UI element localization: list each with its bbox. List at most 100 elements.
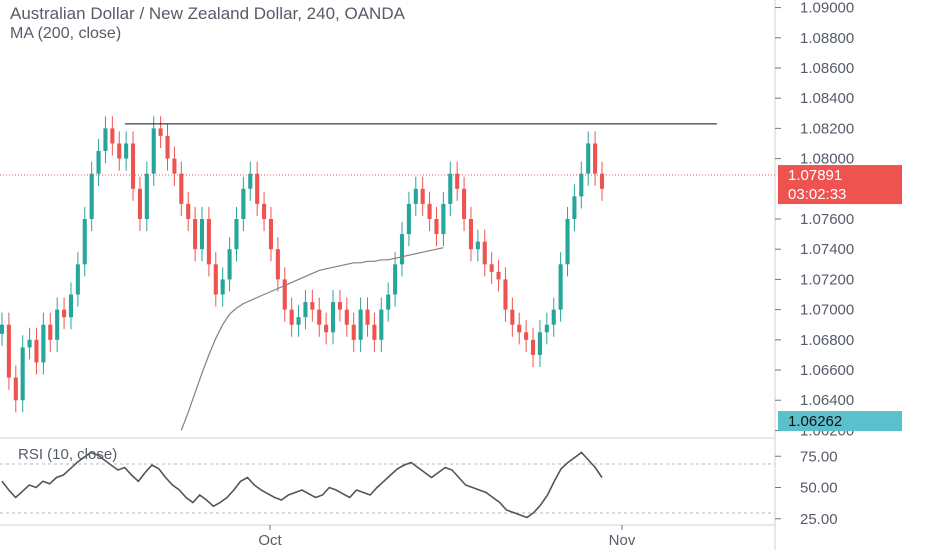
candle	[510, 297, 515, 337]
candle	[434, 206, 439, 247]
candle	[537, 320, 542, 368]
candle	[496, 259, 501, 292]
candle	[234, 206, 239, 262]
candle	[89, 161, 94, 232]
candle	[393, 252, 398, 307]
symbol-title: Australian Dollar / New Zealand Dollar, …	[10, 4, 405, 23]
reference-price-badge	[778, 411, 902, 432]
rsi-tick-label: 50.00	[800, 480, 838, 497]
candle	[48, 312, 53, 352]
price-tick-label: 1.06600	[800, 362, 854, 379]
candle	[62, 297, 67, 330]
candle	[406, 191, 411, 247]
price-tick-label: 1.06400	[800, 392, 854, 409]
candle	[41, 312, 46, 375]
candle	[137, 176, 142, 232]
candle	[55, 297, 60, 352]
candle	[489, 252, 494, 284]
candle	[117, 131, 122, 171]
price-tick-label: 1.07000	[800, 302, 854, 319]
candle	[199, 206, 205, 262]
candle	[572, 184, 577, 232]
candle	[544, 312, 549, 345]
candle	[337, 289, 342, 322]
reference-price-label: 1.06262	[788, 413, 842, 430]
candle	[427, 191, 432, 232]
price-tick-label: 1.08000	[800, 151, 854, 168]
candle	[227, 237, 232, 292]
candle	[68, 282, 74, 330]
countdown-label: 03:02:33	[788, 186, 846, 203]
candle	[20, 335, 25, 413]
candle	[310, 289, 315, 322]
candle	[551, 297, 556, 337]
candle	[441, 191, 446, 247]
candle	[6, 312, 11, 390]
price-tick-label: 1.06800	[800, 332, 854, 349]
candle	[282, 267, 287, 322]
candle	[330, 289, 336, 345]
candle	[248, 161, 253, 201]
candle	[482, 229, 487, 277]
candle	[34, 327, 39, 375]
candle	[206, 206, 211, 277]
price-tick-label: 1.08200	[800, 120, 854, 137]
candle	[399, 222, 405, 277]
candle	[565, 206, 570, 277]
rsi-tick-label: 75.00	[800, 448, 838, 465]
countdown-badge	[778, 184, 902, 205]
rsi-layer	[1, 451, 603, 519]
candle	[503, 267, 508, 322]
candle	[420, 176, 425, 216]
candle	[324, 312, 329, 345]
candle	[262, 191, 267, 232]
candle	[372, 312, 377, 352]
price-tick-label: 1.07200	[800, 271, 854, 288]
candle	[255, 161, 260, 216]
price-tick-label: 1.08800	[800, 30, 854, 47]
candle	[75, 252, 80, 307]
chart-legend: Australian Dollar / New Zealand Dollar, …	[10, 4, 405, 43]
candle	[379, 297, 384, 352]
candle	[468, 206, 474, 262]
candle	[530, 327, 536, 368]
candle	[386, 282, 391, 322]
last-price-badge	[778, 165, 902, 186]
candle	[599, 161, 605, 201]
candle	[82, 206, 87, 277]
candle	[193, 206, 198, 262]
candles	[0, 116, 605, 413]
candle	[186, 191, 191, 232]
ma-layer	[180, 247, 444, 431]
price-tick-label: 1.08600	[800, 60, 854, 77]
candle	[593, 131, 598, 186]
rsi-axis: 75.00 50.00 25.00	[775, 448, 838, 528]
candle	[103, 116, 108, 164]
candle	[172, 146, 177, 186]
time-tick-label: Nov	[609, 532, 636, 549]
rsi-line	[1, 451, 603, 519]
candle	[275, 237, 280, 292]
candle	[241, 176, 246, 232]
price-tick-label: 1.09000	[800, 0, 854, 17]
rsi-tick-label: 25.00	[800, 511, 838, 528]
candle	[475, 229, 480, 262]
candle	[158, 116, 163, 149]
candle	[96, 138, 101, 186]
last-price-label: 1.07891	[788, 167, 842, 184]
candle	[220, 267, 225, 307]
candle	[303, 289, 308, 330]
candle	[558, 252, 563, 322]
candle	[344, 297, 349, 337]
ma-line	[180, 247, 444, 431]
rsi-legend: RSI (10, close)	[18, 446, 118, 463]
price-badges: 1.07891 03:02:33 1.06262	[778, 165, 902, 432]
price-axis: 1.09000 1.08800 1.08600 1.08400 1.08200 1.080…	[775, 0, 854, 439]
time-tick-label: Oct	[258, 532, 282, 549]
candle	[27, 327, 32, 360]
price-tick-label: 1.07600	[800, 211, 854, 228]
candle	[130, 131, 136, 201]
time-axis: Oct Nov	[258, 525, 636, 549]
